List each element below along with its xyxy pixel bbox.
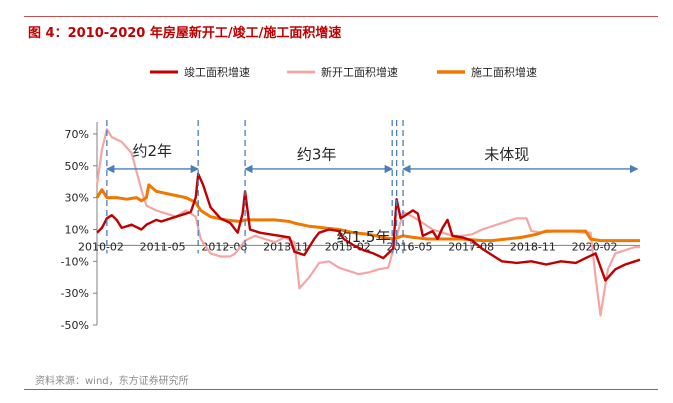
x-tick-label: 2011-05	[140, 240, 186, 253]
x-tick-label: 2018-11	[510, 240, 556, 253]
series-line-completed	[96, 172, 641, 282]
y-tick-label: 70%	[65, 128, 89, 141]
y-tick-label: -30%	[61, 287, 89, 300]
y-tick-label: -50%	[61, 319, 89, 332]
annotation-label: 约1.5年	[337, 228, 391, 246]
y-tick-label: 50%	[65, 160, 89, 173]
top-rule	[24, 16, 658, 17]
x-tick-label: 2010-02	[78, 240, 124, 253]
x-tick-label: 2013-11	[263, 240, 309, 253]
source-note: 资料来源：wind，东方证券研究所	[35, 376, 189, 387]
legend: 竣工面积增速 新开工面积增速 施工面积增速	[150, 65, 537, 79]
y-tick-label: 30%	[65, 192, 89, 205]
legend-label-under_construction: 施工面积增速	[471, 65, 537, 79]
axes: 70% 50% 30% 10% -10% -30% -50% 2010-02 2011-05 20…	[61, 122, 640, 332]
figure-title: 图 4：2010-2020 年房屋新开工/竣工/施工面积增速	[28, 26, 342, 41]
x-tick-label: 2016-05	[386, 240, 432, 253]
legend-label-completed: 竣工面积增速	[184, 65, 250, 79]
bottom-rule	[24, 389, 658, 390]
legend-label-new_starts: 新开工面积增速	[321, 65, 398, 79]
y-tick-label: -10%	[61, 255, 89, 268]
y-tick-label: 10%	[65, 223, 89, 236]
x-tick-label: 2015-02	[325, 240, 371, 253]
annotation-label: 约3年	[297, 145, 337, 163]
x-tick-label: 2020-02	[572, 240, 618, 253]
annotation-label: 未体现	[484, 145, 529, 163]
annotation-label: 约2年	[133, 142, 173, 160]
series-line-new_starts	[95, 128, 640, 317]
series-lines	[95, 128, 641, 317]
x-tick-label: 2012-08	[201, 240, 247, 253]
series-line-under_construction	[95, 183, 640, 243]
